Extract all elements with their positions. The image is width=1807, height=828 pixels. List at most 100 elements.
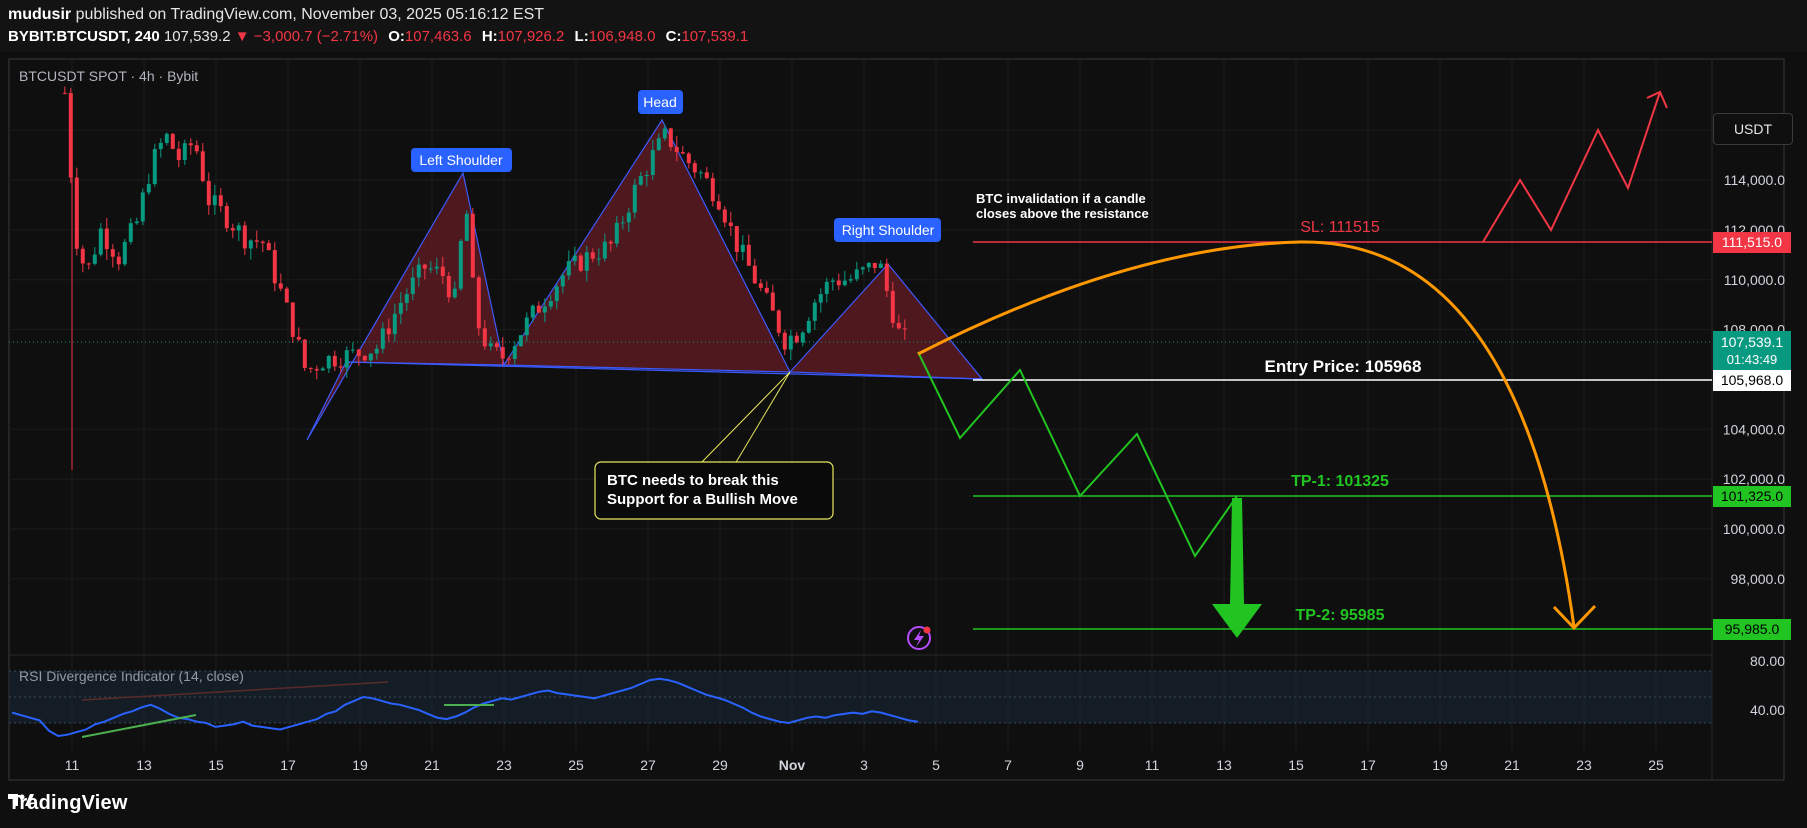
candle-body[interactable] bbox=[686, 153, 691, 164]
candle-body[interactable] bbox=[260, 241, 265, 244]
candle-body[interactable] bbox=[530, 305, 535, 318]
candle-body[interactable] bbox=[524, 317, 529, 336]
candle-body[interactable] bbox=[404, 294, 409, 303]
candle-body[interactable] bbox=[614, 222, 619, 244]
candle-body[interactable] bbox=[236, 225, 241, 231]
candle-body[interactable] bbox=[596, 258, 601, 260]
candle-body[interactable] bbox=[464, 213, 469, 241]
candle-body[interactable] bbox=[578, 255, 583, 271]
candle-body[interactable] bbox=[74, 177, 79, 249]
candle-body[interactable] bbox=[638, 176, 643, 185]
candle-body[interactable] bbox=[410, 277, 415, 295]
left-shoulder-label[interactable]: Left Shoulder bbox=[411, 148, 512, 172]
candle-body[interactable] bbox=[878, 263, 883, 268]
candle-body[interactable] bbox=[770, 292, 775, 311]
chart-area[interactable]: BTCUSDT SPOT · 4h · Bybit Left Shoulder bbox=[0, 52, 1807, 782]
candle-body[interactable] bbox=[446, 276, 451, 298]
candle-body[interactable] bbox=[152, 149, 157, 185]
candle-body[interactable] bbox=[182, 143, 187, 161]
symbol-label[interactable]: BYBIT:BTCUSDT, 240 bbox=[8, 28, 160, 45]
candle-body[interactable] bbox=[440, 266, 445, 277]
candle-body[interactable] bbox=[608, 241, 613, 244]
candle-body[interactable] bbox=[590, 252, 595, 259]
candle-body[interactable] bbox=[788, 335, 793, 350]
candle-body[interactable] bbox=[740, 244, 745, 252]
head-label[interactable]: Head bbox=[638, 90, 683, 114]
candle-body[interactable] bbox=[488, 343, 493, 347]
candle-body[interactable] bbox=[398, 302, 403, 314]
candle-body[interactable] bbox=[392, 313, 397, 335]
candle-body[interactable] bbox=[140, 192, 145, 222]
candle-body[interactable] bbox=[212, 195, 217, 206]
candle-body[interactable] bbox=[200, 151, 205, 181]
candle-body[interactable] bbox=[362, 355, 367, 361]
candle-body[interactable] bbox=[458, 240, 463, 289]
candle-body[interactable] bbox=[776, 310, 781, 333]
candle-body[interactable] bbox=[80, 248, 85, 264]
candle-body[interactable] bbox=[752, 265, 757, 284]
candle-body[interactable] bbox=[512, 346, 517, 360]
head-shoulders-pattern[interactable] bbox=[306, 118, 984, 441]
candle-body[interactable] bbox=[884, 263, 889, 291]
candle-body[interactable] bbox=[122, 241, 127, 265]
candle-body[interactable] bbox=[854, 269, 859, 280]
candle-body[interactable] bbox=[704, 172, 709, 179]
candle-body[interactable] bbox=[92, 254, 97, 264]
candle-body[interactable] bbox=[836, 280, 841, 286]
candle-body[interactable] bbox=[266, 243, 271, 251]
candle-body[interactable] bbox=[278, 283, 283, 289]
candle-body[interactable] bbox=[128, 223, 133, 242]
head-shape[interactable] bbox=[502, 118, 791, 373]
candle-body[interactable] bbox=[830, 280, 835, 282]
invalidation-arc[interactable] bbox=[917, 240, 1576, 628]
time-axis[interactable]: 11 13 15 17 19 21 23 25 27 29 Nov 3 5 7 9 11 13 15 17 19 21 2… bbox=[65, 757, 1664, 773]
candle-body[interactable] bbox=[422, 264, 427, 269]
candle-body[interactable] bbox=[206, 180, 211, 206]
candle-body[interactable] bbox=[584, 252, 589, 271]
candle-body[interactable] bbox=[416, 264, 421, 278]
candle-body[interactable] bbox=[116, 256, 121, 265]
candle-body[interactable] bbox=[332, 355, 337, 367]
candle-body[interactable] bbox=[494, 343, 499, 348]
candle-body[interactable] bbox=[248, 240, 253, 249]
bullish-projection[interactable] bbox=[1482, 91, 1661, 243]
publisher-name[interactable]: mudusir bbox=[8, 6, 72, 23]
candle-body[interactable] bbox=[866, 262, 871, 268]
candle-body[interactable] bbox=[644, 174, 649, 177]
candle-body[interactable] bbox=[380, 328, 385, 349]
candle-body[interactable] bbox=[746, 244, 751, 266]
candle-body[interactable] bbox=[548, 301, 553, 307]
candle-body[interactable] bbox=[536, 305, 541, 313]
candle-body[interactable] bbox=[470, 213, 475, 278]
candle-body[interactable] bbox=[86, 263, 91, 265]
candle-body[interactable] bbox=[284, 288, 289, 303]
candle-body[interactable] bbox=[560, 275, 565, 287]
candle-body[interactable] bbox=[800, 332, 805, 343]
candle-body[interactable] bbox=[872, 262, 877, 268]
candle-body[interactable] bbox=[902, 328, 907, 330]
candle-body[interactable] bbox=[734, 226, 739, 252]
candle-body[interactable] bbox=[452, 288, 457, 298]
candle-body[interactable] bbox=[554, 286, 559, 302]
right-shoulder-shape[interactable] bbox=[788, 263, 984, 380]
candle-body[interactable] bbox=[104, 228, 109, 250]
candle-body[interactable] bbox=[698, 172, 703, 174]
candle-body[interactable] bbox=[428, 268, 433, 270]
candle-body[interactable] bbox=[314, 368, 319, 371]
candle-body[interactable] bbox=[896, 322, 901, 329]
candle-body[interactable] bbox=[542, 306, 547, 313]
candle-body[interactable] bbox=[818, 294, 823, 303]
candle-body[interactable] bbox=[320, 368, 325, 371]
lightning-icon[interactable] bbox=[907, 626, 931, 650]
candle-body[interactable] bbox=[476, 277, 481, 329]
candle-body[interactable] bbox=[758, 283, 763, 288]
candles[interactable] bbox=[62, 86, 907, 470]
candle-body[interactable] bbox=[674, 146, 679, 153]
candle-body[interactable] bbox=[728, 222, 733, 227]
candle-body[interactable] bbox=[164, 133, 169, 143]
candle-body[interactable] bbox=[518, 335, 523, 347]
bearish-projection[interactable] bbox=[917, 351, 1238, 558]
candle-body[interactable] bbox=[386, 328, 391, 335]
candle-body[interactable] bbox=[794, 335, 799, 343]
candle-body[interactable] bbox=[692, 163, 697, 173]
